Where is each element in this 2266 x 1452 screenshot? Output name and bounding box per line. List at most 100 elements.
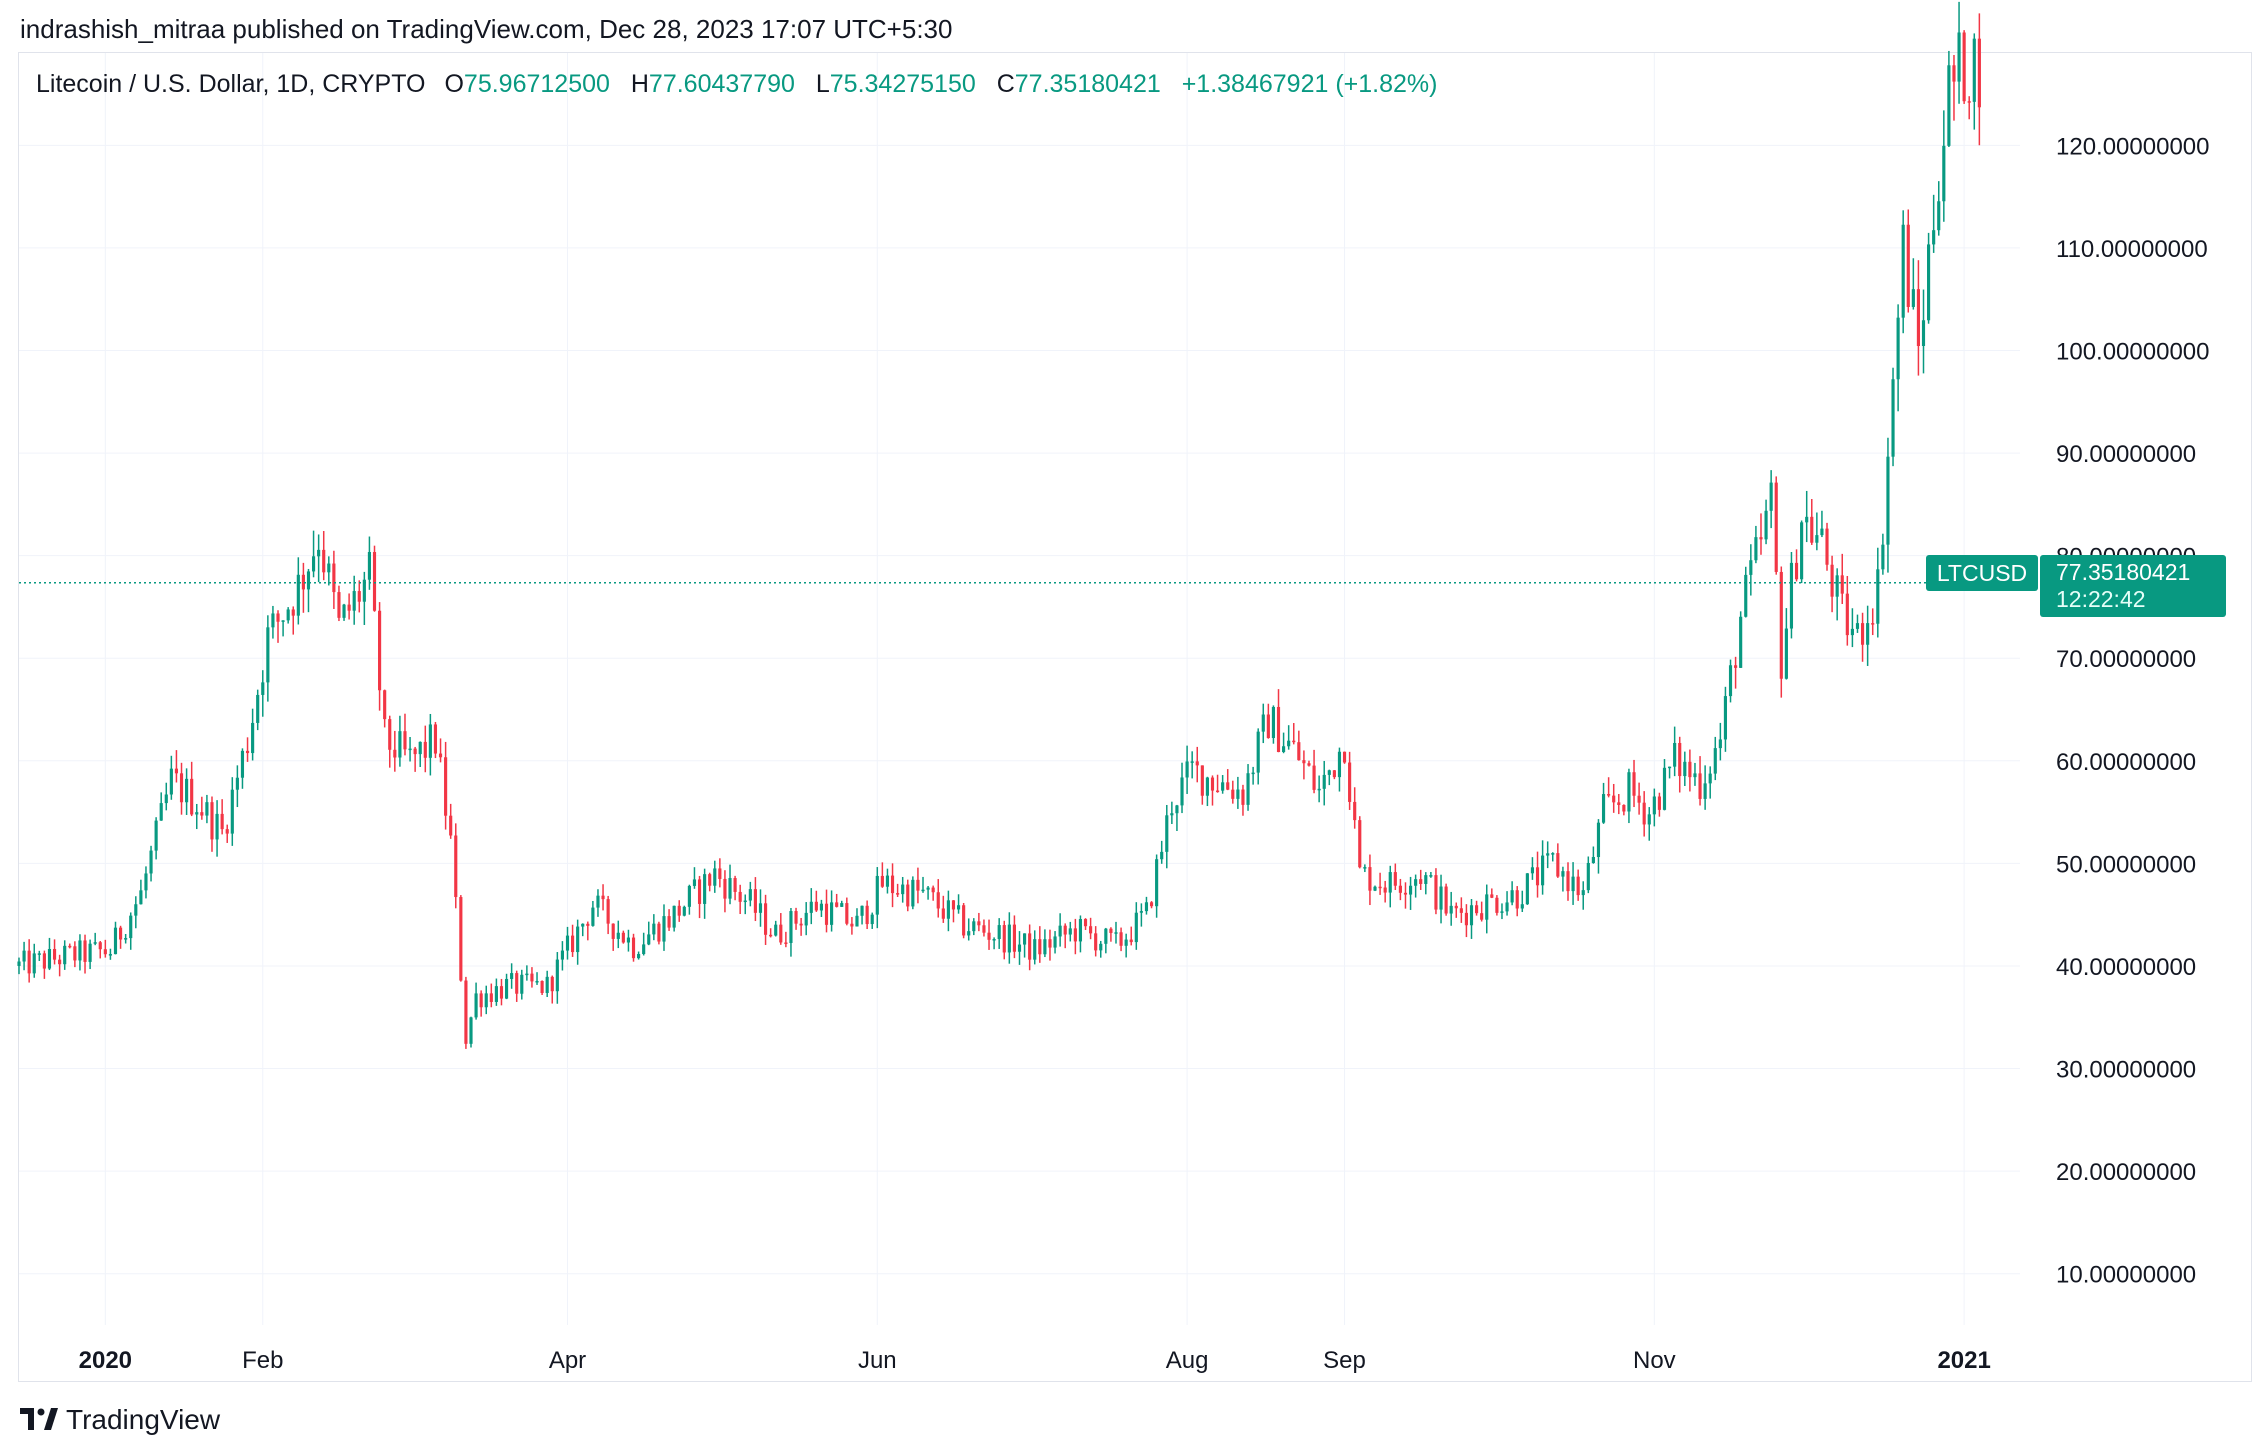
candle-body [931, 887, 935, 893]
time-axis[interactable]: 2020 Feb Apr Jun Aug Sep Nov 2021 [79, 1347, 1991, 1374]
candle-body [93, 942, 97, 944]
candle-body [1221, 782, 1225, 791]
symbol-tag-label: LTCUSD [1937, 560, 2027, 586]
candle-body [911, 879, 915, 907]
candle-body [58, 959, 62, 965]
candle-body [108, 954, 112, 956]
candle-body [987, 932, 991, 940]
candle-body [571, 935, 575, 953]
close-value: 77.35180421 [1014, 70, 1161, 98]
candle-body [667, 916, 671, 928]
candle-body [1226, 782, 1230, 790]
candle-body [1327, 770, 1331, 775]
candle-body [352, 591, 356, 611]
candle-body [1297, 742, 1301, 761]
candle-body [1393, 872, 1397, 886]
candle-body [677, 905, 681, 916]
high-label: H [630, 70, 649, 98]
candle-body [220, 813, 224, 830]
publish-line: indrashish_mitraa published on TradingVi… [20, 14, 953, 44]
candle-body [169, 768, 173, 795]
candle-body [1835, 575, 1839, 597]
candle-body [596, 895, 600, 908]
symbol-tag-bg [1926, 555, 2038, 591]
candle-body [185, 778, 189, 803]
candle-body [1901, 224, 1905, 318]
candle-body [611, 923, 615, 939]
open-label: O [444, 70, 464, 98]
candle-body [124, 938, 128, 940]
candle-body [921, 889, 925, 892]
candle-body [525, 973, 529, 976]
candle-body [748, 889, 752, 901]
candle-body [1170, 813, 1174, 816]
candle-body [1002, 925, 1006, 953]
candle-body [809, 901, 813, 913]
candle-body [1947, 65, 1951, 146]
candle-body [1667, 766, 1672, 769]
candle-body [946, 900, 950, 919]
candle-body [769, 934, 773, 937]
x-tick-label: Apr [549, 1347, 586, 1374]
candle-body [616, 932, 620, 939]
candle-body [1703, 783, 1707, 799]
price-axis[interactable]: 120.00000000 110.00000000 100.00000000 90.0… [2056, 133, 2210, 1288]
candle-body [1500, 911, 1504, 913]
candle-body [1596, 822, 1601, 858]
candle-body [454, 835, 458, 898]
candle-body [22, 950, 26, 962]
candle-body [1246, 773, 1250, 805]
candle-body [794, 911, 798, 924]
candle-body [1124, 939, 1128, 946]
candle-body [332, 563, 336, 593]
candle-body [901, 884, 905, 895]
candle-body [1007, 924, 1011, 953]
candle-body [692, 879, 697, 886]
candle-body [499, 986, 504, 999]
candle-body [1541, 855, 1545, 886]
candle-body [560, 950, 564, 960]
candle-body [1779, 571, 1783, 679]
legend-symbol[interactable]: Litecoin / U.S. Dollar, 1D, CRYPTO [36, 70, 426, 98]
candle-body [835, 902, 839, 907]
candle-body [301, 574, 305, 590]
candle-body [723, 878, 727, 899]
candle-body [855, 915, 859, 927]
candle-body [581, 923, 585, 927]
candle-body [1566, 871, 1570, 892]
candle-body [1683, 761, 1687, 777]
candle-body [1023, 933, 1027, 945]
candle-body [1906, 224, 1910, 307]
candle-body [586, 923, 590, 926]
price-tag-bg [2040, 555, 2226, 617]
candle-body [311, 556, 316, 572]
candle-body [337, 592, 341, 618]
candle-body [1089, 926, 1093, 934]
candle-body [1464, 912, 1468, 926]
candle-body [850, 923, 854, 927]
footer-logo[interactable]: TradingView [20, 1404, 220, 1436]
candle-body [179, 773, 184, 803]
candle-body [1754, 537, 1758, 561]
candle-body [977, 921, 981, 926]
candle-body [576, 926, 580, 953]
candle-body [535, 980, 539, 983]
candle-body [1693, 773, 1697, 778]
candle-body [774, 924, 778, 936]
y-tick-label: 40.00000000 [2056, 954, 2196, 981]
candle-body [474, 993, 478, 1018]
candle-body [1353, 801, 1357, 821]
candle-body [1378, 886, 1382, 889]
candle-body [83, 940, 87, 962]
candle-body [1099, 943, 1103, 951]
candle-body [967, 931, 971, 936]
candle-body [1739, 616, 1743, 668]
candle-body [1607, 794, 1611, 796]
candle-body [1256, 731, 1260, 773]
candle-body [753, 889, 757, 913]
candle-body [27, 950, 31, 974]
candle-body [515, 973, 519, 994]
candle-body [896, 893, 900, 895]
candle-body [1911, 289, 1915, 307]
